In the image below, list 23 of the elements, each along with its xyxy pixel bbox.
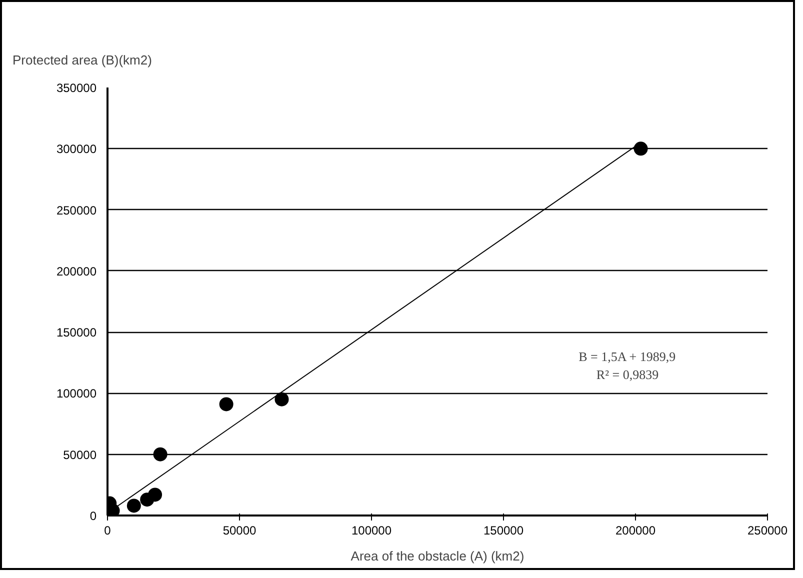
y-axis-title: Protected area (B)(km2) bbox=[12, 52, 152, 68]
point bbox=[274, 392, 289, 406]
y-tick-label: 350000 bbox=[56, 81, 97, 95]
y-tick-label: 250000 bbox=[56, 203, 97, 218]
point bbox=[634, 142, 648, 156]
annotation: B = 1,5A + 1989,9 R² = 0,9839 bbox=[578, 349, 676, 382]
x-tick-label: 250000 bbox=[747, 524, 788, 538]
y-tick-label: 100000 bbox=[56, 386, 97, 401]
y-tick-label: 50000 bbox=[63, 448, 97, 462]
x-tick-label: 50000 bbox=[222, 524, 257, 538]
x-tick-label: 200000 bbox=[615, 524, 656, 538]
point bbox=[219, 397, 234, 412]
point bbox=[140, 492, 154, 507]
y-tick-label: 0 bbox=[90, 509, 97, 523]
y-tick-label: 150000 bbox=[56, 326, 97, 340]
x-tick-label: 150000 bbox=[483, 524, 524, 538]
point bbox=[126, 498, 141, 513]
x-tick-label: 0 bbox=[104, 524, 112, 538]
y-tick-label: 300000 bbox=[56, 142, 97, 156]
x-axis-title: Area of the obstacle (A) (km2) bbox=[350, 548, 524, 564]
x-tick-label: 100000 bbox=[351, 524, 392, 538]
y-tick-label: 200000 bbox=[56, 264, 97, 278]
point bbox=[153, 447, 168, 462]
